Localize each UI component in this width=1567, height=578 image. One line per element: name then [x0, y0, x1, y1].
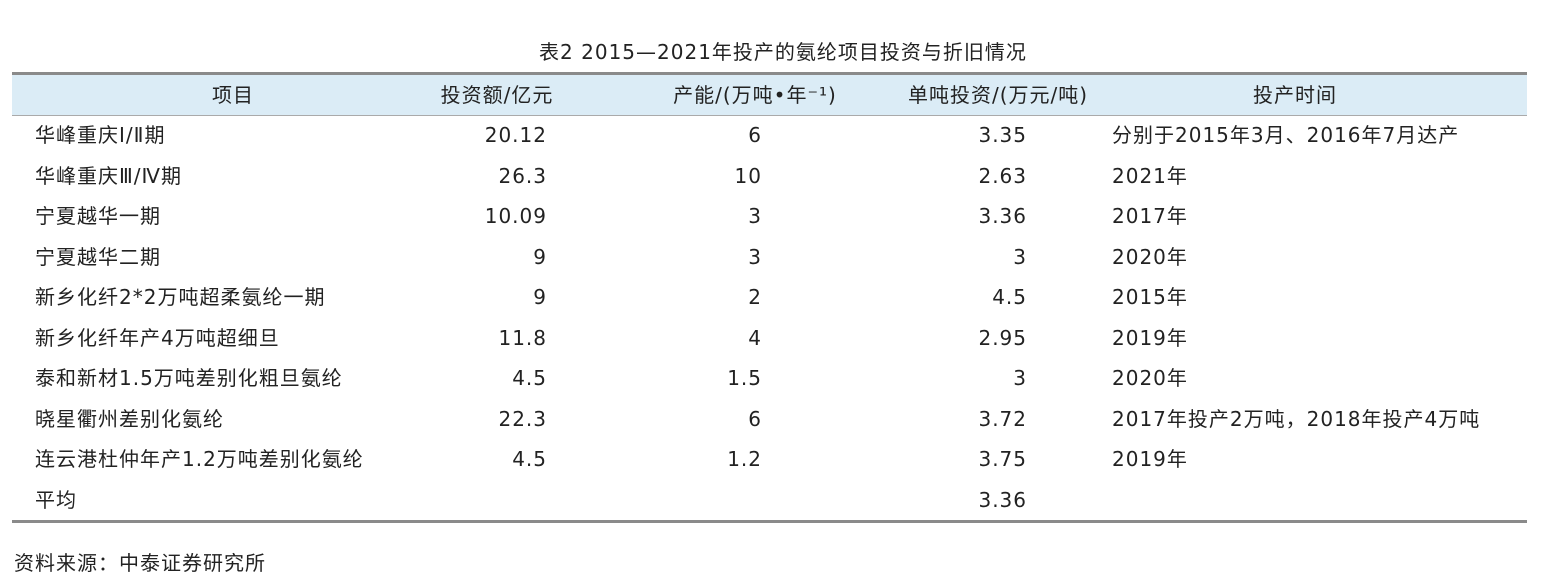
bottom-rule — [12, 520, 1527, 523]
cell: 宁夏越华二期 — [35, 244, 161, 269]
cell: 2.95 — [978, 325, 1027, 350]
cell: 1.2 — [727, 447, 762, 471]
cell: 2020年 — [1112, 244, 1188, 269]
cell: 3 — [1013, 366, 1027, 390]
source-note: 资料来源：中泰证券研究所 — [14, 551, 266, 575]
cell: 20.12 — [484, 123, 547, 147]
cell: 2019年 — [1112, 325, 1188, 350]
header-cell: 产能/(万吨•年⁻¹) — [673, 83, 837, 107]
cell: 2020年 — [1112, 366, 1188, 390]
cell: 2017年 — [1112, 204, 1188, 228]
cell: 宁夏越华一期 — [35, 204, 161, 228]
cell: 9 — [533, 244, 547, 269]
cell: 3 — [1013, 244, 1027, 269]
cell: 10 — [734, 163, 762, 188]
header-cell: 投产时间 — [1253, 83, 1337, 107]
cell: 2 — [748, 285, 762, 309]
cell: 3.35 — [978, 123, 1027, 147]
top-rule — [12, 72, 1527, 75]
header-background — [12, 75, 1527, 115]
cell: 华峰重庆Ⅰ/Ⅱ期 — [35, 123, 166, 147]
cell: 2.63 — [978, 163, 1027, 188]
cell: 22.3 — [498, 406, 547, 431]
cell: 4.5 — [512, 366, 547, 390]
cell: 2017年投产2万吨，2018年投产4万吨 — [1112, 406, 1481, 431]
cell: 11.8 — [498, 325, 547, 350]
cell: 新乡化纤年产4万吨超细旦 — [35, 325, 280, 350]
cell: 1.5 — [727, 366, 762, 390]
cell: 10.09 — [484, 204, 547, 228]
cell: 2021年 — [1112, 163, 1188, 188]
cell: 2015年 — [1112, 285, 1188, 309]
cell: 3.75 — [978, 447, 1027, 471]
cell: 4 — [748, 325, 762, 350]
cell: 分别于2015年3月、2016年7月达产 — [1112, 123, 1460, 147]
cell: 3 — [748, 244, 762, 269]
cell: 3.36 — [978, 204, 1027, 228]
cell: 3.72 — [978, 406, 1027, 431]
cell: 4.5 — [992, 285, 1027, 309]
table-title: 表2 2015—2021年投产的氨纶项目投资与折旧情况 — [539, 40, 1027, 64]
cell: 2019年 — [1112, 447, 1188, 471]
header-cell: 投资额/亿元 — [440, 83, 554, 107]
cell: 平均 — [35, 487, 77, 512]
cell: 3 — [748, 204, 762, 228]
cell: 泰和新材1.5万吨差别化粗旦氨纶 — [35, 366, 343, 390]
cell: 26.3 — [498, 163, 547, 188]
cell: 6 — [748, 123, 762, 147]
cell: 3.36 — [978, 487, 1027, 512]
header-cell: 项目 — [212, 83, 254, 107]
cell: 晓星衢州差别化氨纶 — [35, 406, 224, 431]
cell: 9 — [533, 285, 547, 309]
header-rule — [12, 115, 1527, 116]
header-cell: 单吨投资/(万元/吨) — [907, 83, 1089, 107]
cell: 4.5 — [512, 447, 547, 471]
cell: 6 — [748, 406, 762, 431]
cell: 新乡化纤2*2万吨超柔氨纶一期 — [35, 285, 326, 309]
cell: 连云港杜仲年产1.2万吨差别化氨纶 — [35, 447, 364, 471]
cell: 华峰重庆Ⅲ/Ⅳ期 — [35, 163, 182, 188]
